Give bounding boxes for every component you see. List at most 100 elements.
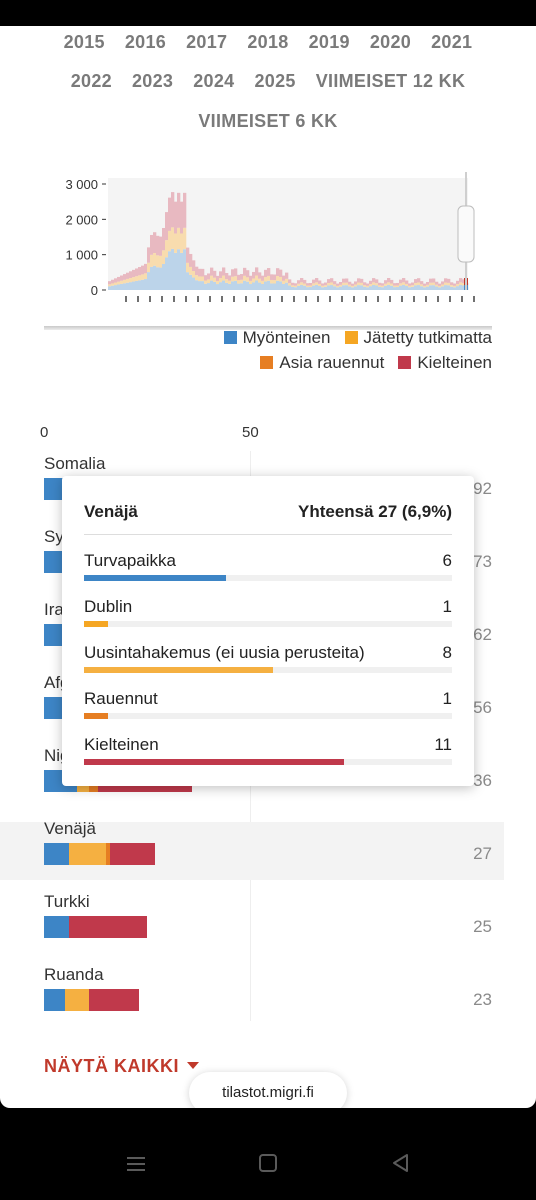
area-segment <box>345 285 349 290</box>
tab-2018[interactable]: 2018 <box>247 32 289 52</box>
area-segment <box>312 279 316 284</box>
area-segment <box>117 281 121 285</box>
area-segment <box>255 280 259 290</box>
area-segment <box>111 279 115 284</box>
back-icon[interactable] <box>390 1152 414 1176</box>
legend-label-jatetty[interactable]: Jätetty tutkimatta <box>363 328 493 347</box>
legend-label-rauennut[interactable]: Asia rauennut <box>279 353 385 372</box>
area-segment <box>453 285 457 288</box>
area-segment <box>450 286 454 290</box>
area-segment <box>429 282 433 286</box>
area-segment <box>333 281 337 285</box>
area-segment <box>123 274 127 280</box>
home-icon[interactable] <box>258 1152 282 1176</box>
show-all-button[interactable]: NÄYTÄ KAIKKI <box>44 1056 199 1077</box>
area-segment <box>342 282 346 286</box>
area-segment <box>192 271 196 278</box>
legend-label-myonteinen[interactable]: Myönteinen <box>242 328 331 347</box>
area-segment <box>171 192 175 228</box>
year-tabs-row-2: 2022 2023 2024 2025 VIIMEISET 12 KK <box>0 71 536 92</box>
area-segment <box>396 287 400 290</box>
area-segment <box>420 281 424 285</box>
tab-last-12-months[interactable]: VIIMEISET 12 KK <box>315 71 466 91</box>
menu-icon[interactable] <box>125 1152 149 1176</box>
area-segment <box>402 278 406 283</box>
bar-segment <box>44 916 69 938</box>
tab-2017[interactable]: 2017 <box>186 32 228 52</box>
area-segment <box>216 275 220 281</box>
area-segment <box>240 283 244 290</box>
area-segment <box>372 284 376 290</box>
tab-2024[interactable]: 2024 <box>193 71 235 91</box>
area-segment <box>444 285 448 290</box>
area-segment <box>291 285 295 287</box>
country-bar[interactable] <box>44 843 156 865</box>
area-segment <box>351 285 355 288</box>
area-segment <box>345 282 349 286</box>
area-segment <box>177 192 181 228</box>
tab-2020[interactable]: 2020 <box>369 32 412 52</box>
area-segment <box>258 282 262 290</box>
area-segment <box>282 283 286 290</box>
area-segment <box>132 281 136 290</box>
area-segment <box>285 272 289 279</box>
area-segment <box>378 282 382 286</box>
area-segment <box>387 277 391 283</box>
legend-label-kielteinen[interactable]: Kielteinen <box>417 353 492 372</box>
area-segment <box>297 283 301 286</box>
tooltip-row: Kielteinen 11 <box>84 735 452 755</box>
tooltip-row-track <box>84 621 452 627</box>
bar-segment <box>105 843 110 865</box>
tab-last-6-months[interactable]: VIIMEISET 6 KK <box>198 111 338 131</box>
area-segment <box>402 282 406 285</box>
area-segment <box>390 279 394 284</box>
area-segment <box>411 282 415 286</box>
area-segment <box>183 227 187 250</box>
tab-2022[interactable]: 2022 <box>70 71 112 91</box>
tooltip-row-value: 11 <box>434 735 452 754</box>
area-segment <box>405 280 409 284</box>
area-segment <box>207 283 211 290</box>
tab-2015[interactable]: 2015 <box>63 32 105 52</box>
area-segment <box>366 285 370 288</box>
area-segment <box>210 267 214 276</box>
timeline-chart[interactable]: 3 000 2 000 1 000 0 <box>44 154 494 324</box>
area-segment <box>285 278 289 283</box>
area-segment <box>273 283 277 290</box>
year-tabs-row-3: VIIMEISET 6 KK <box>0 111 536 132</box>
area-segment <box>402 284 406 290</box>
area-segment <box>144 273 148 280</box>
area-segment <box>213 277 217 282</box>
area-segment <box>123 279 127 284</box>
area-segment <box>312 285 316 290</box>
tooltip-row-label: Uusintahakemus (ei uusia perusteita) <box>84 643 365 662</box>
area-segment <box>321 283 325 286</box>
area-segment <box>315 278 319 283</box>
area-segment <box>276 268 280 277</box>
country-bar[interactable] <box>44 916 147 938</box>
area-segment <box>324 285 328 287</box>
tab-2025[interactable]: 2025 <box>254 71 296 91</box>
tab-2021[interactable]: 2021 <box>431 32 473 52</box>
area-segment <box>447 285 451 290</box>
area-segment <box>216 284 220 290</box>
area-segment <box>228 283 232 290</box>
area-segment <box>309 287 313 290</box>
area-segment <box>441 281 445 285</box>
area-segment <box>420 284 424 287</box>
area-segment <box>198 281 202 290</box>
tab-2019[interactable]: 2019 <box>308 32 350 52</box>
tab-2023[interactable]: 2023 <box>131 71 174 91</box>
country-bar[interactable] <box>44 989 139 1011</box>
area-segment <box>399 283 403 286</box>
area-segment <box>372 278 376 283</box>
area-segment <box>348 284 352 287</box>
bar-segment <box>44 989 65 1011</box>
url-pill[interactable]: tilastot.migri.fi <box>189 1072 347 1108</box>
area-segment <box>426 281 430 285</box>
tab-2016[interactable]: 2016 <box>124 32 167 52</box>
area-segment <box>366 283 370 286</box>
area-segment <box>423 283 427 286</box>
area-segment <box>450 285 454 287</box>
area-segment <box>384 283 388 286</box>
